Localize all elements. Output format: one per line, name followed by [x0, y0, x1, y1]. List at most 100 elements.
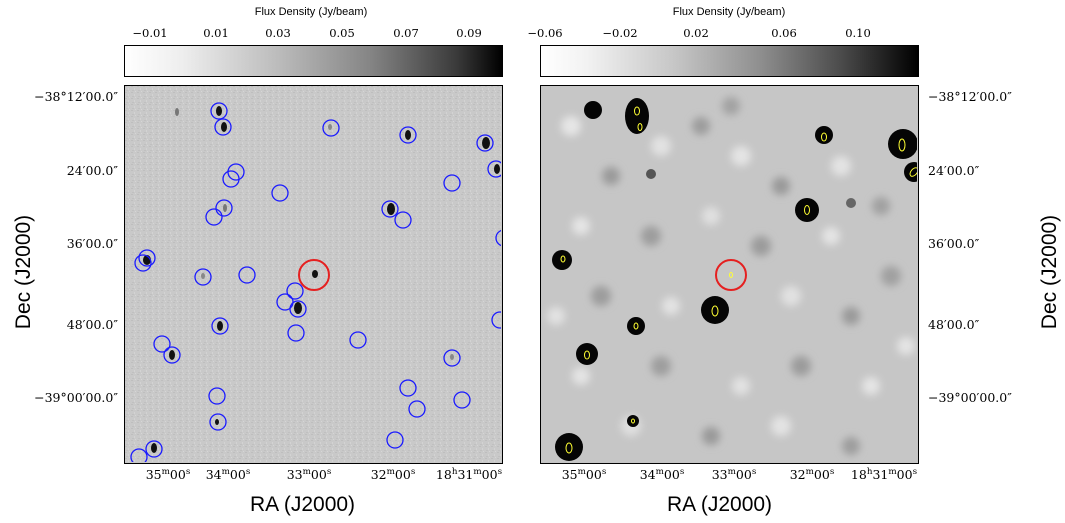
right-ytick: 36′00.0″ [928, 236, 980, 251]
source [494, 164, 500, 174]
left-colorbar-tick: −0.01 [132, 26, 168, 40]
left-colorbar-tick: 0.09 [456, 26, 482, 40]
catalog-marker [130, 448, 148, 462]
catalog-marker [322, 119, 340, 137]
catalog-marker [386, 431, 404, 449]
catalog-marker [211, 317, 229, 335]
source [701, 296, 729, 324]
right-image-panel[interactable] [540, 85, 919, 464]
source [215, 419, 219, 425]
catalog-marker [194, 268, 212, 286]
source [552, 250, 572, 270]
source [584, 101, 602, 119]
right-colorbar-tick: 0.02 [683, 26, 709, 40]
left-point-sources [143, 106, 500, 453]
right-colorbar-tick: −0.06 [527, 26, 563, 40]
catalog-marker [495, 229, 501, 247]
catalog-marker [287, 324, 305, 342]
left-xtick: 33m00s [286, 467, 332, 483]
right-colorbar [540, 45, 919, 77]
catalog-marker [399, 379, 417, 397]
left-colorbar-tick: 0.07 [393, 26, 419, 40]
source [405, 130, 411, 140]
left-xlabel: RA (J2000) [250, 493, 356, 516]
target-marker [298, 259, 330, 291]
catalog-marker [289, 300, 307, 318]
source [175, 108, 179, 116]
source [795, 198, 819, 222]
left-catalog-markers [130, 102, 501, 462]
source [888, 129, 917, 159]
right-colorbar-tick: −0.02 [602, 26, 638, 40]
right-xtick: 35m00s [561, 467, 607, 483]
left-sky-map [125, 86, 501, 462]
catalog-marker [208, 387, 226, 405]
catalog-marker [163, 346, 181, 364]
right-xtick: 32m00s [789, 467, 835, 483]
catalog-marker [138, 249, 156, 267]
right-xlabel: RA (J2000) [667, 493, 773, 516]
right-xtick: 34m00s [639, 467, 685, 483]
catalog-marker [214, 118, 232, 136]
catalog-marker [222, 170, 240, 188]
catalog-marker [145, 440, 163, 458]
source [221, 122, 227, 132]
left-ytick: −38°12′00.0″ [34, 89, 118, 104]
right-background [541, 86, 917, 462]
catalog-marker [209, 413, 227, 431]
left-ytick: 48′00.0″ [66, 317, 118, 332]
source [450, 354, 454, 360]
right-noise-texture [547, 97, 915, 455]
source [216, 106, 222, 116]
catalog-marker [394, 211, 412, 229]
catalog-marker [210, 102, 228, 120]
source [555, 433, 583, 461]
right-colorbar-title: Flux Density (Jy/beam) [672, 6, 786, 18]
source [328, 124, 332, 130]
source [815, 126, 833, 144]
catalog-marker [153, 335, 171, 353]
left-ytick: −39°00′00.0″ [34, 390, 118, 405]
right-ytick: 24′00.0″ [928, 163, 980, 178]
catalog-marker [476, 134, 494, 152]
left-colorbar [124, 45, 503, 77]
right-colorbar-tick: 0.10 [845, 26, 871, 40]
source [201, 273, 205, 279]
source [627, 317, 645, 335]
target-marker [715, 259, 747, 291]
left-colorbar-tick: 0.03 [265, 26, 291, 40]
catalog-marker [215, 199, 233, 217]
left-colorbar-tick: 0.05 [329, 26, 355, 40]
right-contours [560, 106, 917, 454]
catalog-marker [487, 160, 501, 178]
source [223, 204, 227, 212]
left-colorbar-tick: 0.01 [203, 26, 229, 40]
catalog-marker [443, 349, 461, 367]
source [627, 415, 639, 427]
right-sky-map [541, 86, 917, 462]
right-xtick: 33m00s [711, 467, 757, 483]
left-xtick: 35m00s [145, 467, 191, 483]
left-xtick: 34m00s [205, 467, 251, 483]
catalog-marker [134, 254, 152, 272]
source [646, 169, 656, 179]
source [217, 321, 223, 331]
catalog-marker [399, 126, 417, 144]
right-ytick: −39°00′00.0″ [928, 390, 1012, 405]
right-ytick: 48′00.0″ [928, 317, 980, 332]
source [151, 443, 157, 453]
left-ylabel: Dec (J2000) [12, 214, 35, 330]
catalog-marker [349, 331, 367, 349]
left-image-panel[interactable] [124, 85, 503, 464]
source [576, 343, 598, 365]
catalog-marker [443, 174, 461, 192]
catalog-marker [271, 184, 289, 202]
right-xtick: 18h31m00s [850, 467, 918, 483]
left-xtick: 18h31m00s [435, 467, 503, 483]
catalog-marker [491, 311, 501, 329]
catalog-marker [286, 282, 304, 300]
source [387, 203, 395, 215]
catalog-marker [408, 400, 426, 418]
source [294, 302, 302, 314]
left-xtick: 32m00s [370, 467, 416, 483]
